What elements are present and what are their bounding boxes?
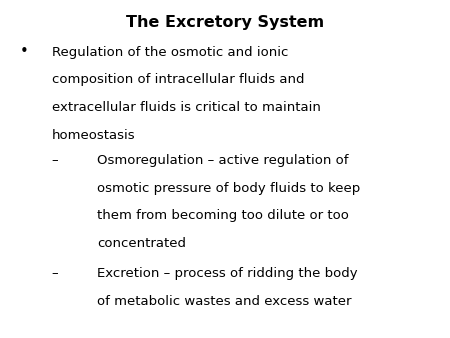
Text: of metabolic wastes and excess water: of metabolic wastes and excess water [97,295,351,308]
Text: osmotic pressure of body fluids to keep: osmotic pressure of body fluids to keep [97,182,360,194]
Text: The Excretory System: The Excretory System [126,15,324,30]
Text: Excretion – process of ridding the body: Excretion – process of ridding the body [97,267,357,280]
Text: Regulation of the osmotic and ionic: Regulation of the osmotic and ionic [52,46,288,58]
Text: •: • [20,44,29,59]
Text: extracellular fluids is critical to maintain: extracellular fluids is critical to main… [52,101,320,114]
Text: –: – [52,154,58,167]
Text: composition of intracellular fluids and: composition of intracellular fluids and [52,73,304,86]
Text: homeostasis: homeostasis [52,129,135,142]
Text: them from becoming too dilute or too: them from becoming too dilute or too [97,209,349,222]
Text: concentrated: concentrated [97,237,186,250]
Text: Osmoregulation – active regulation of: Osmoregulation – active regulation of [97,154,348,167]
Text: –: – [52,267,58,280]
